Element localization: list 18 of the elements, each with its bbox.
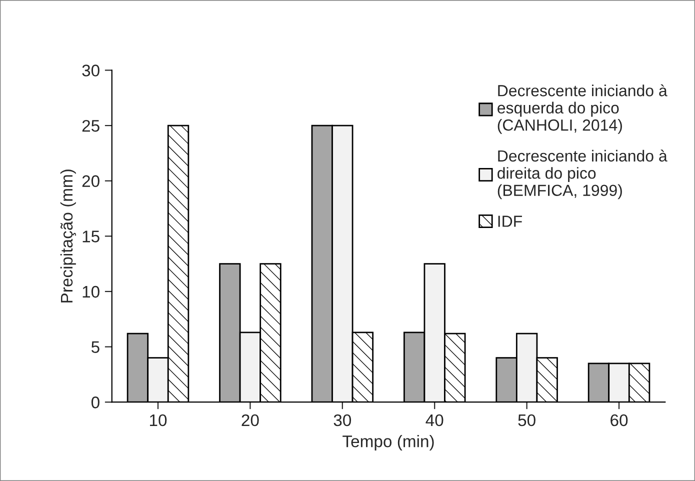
x-tick-label: 50	[518, 414, 536, 426]
x-tick-label: 40	[426, 414, 444, 426]
x-tick-label: 30	[334, 414, 352, 426]
x-tick-label: 60	[610, 414, 628, 426]
y-tick-label: 25	[82, 120, 100, 132]
y-tick-label: 30	[82, 64, 100, 76]
x-tick-label: 20	[242, 414, 259, 426]
y-tick-label: 20	[82, 175, 100, 188]
y-tick-label: 0	[91, 396, 100, 408]
y-tick-label: 10	[82, 286, 100, 298]
x-axis-title: Tempo (min)	[342, 435, 434, 451]
y-axis-title: Precipitação (mm)	[60, 170, 76, 302]
y-tick-label: 5	[91, 341, 100, 354]
legend-label: Decrescente iniciando à direita do pico (BEMFICA, 1999)	[498, 150, 668, 200]
x-tick-label: 10	[150, 414, 167, 426]
y-tick-label: 15	[82, 230, 100, 242]
legend-label: IDF	[498, 216, 522, 227]
legend-label: Decrescente iniciando à esquerda do pico (CANHOLI, 2014)	[498, 84, 668, 134]
